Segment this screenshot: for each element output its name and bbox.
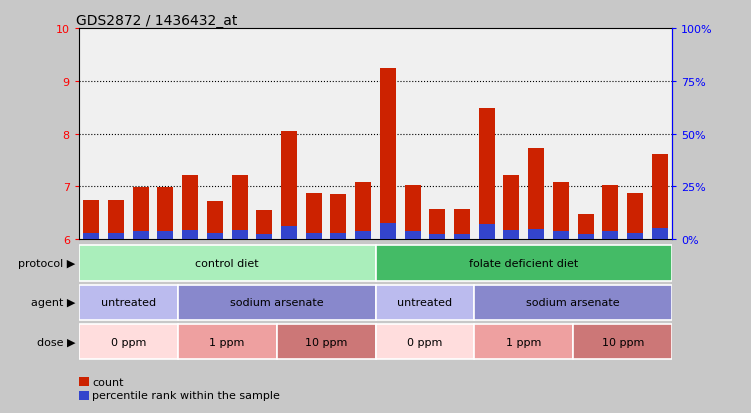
Bar bbox=[306, 233, 321, 240]
Bar bbox=[503, 175, 520, 240]
Bar bbox=[182, 175, 198, 240]
Bar bbox=[330, 233, 346, 240]
Bar bbox=[276, 324, 376, 359]
Bar bbox=[158, 188, 173, 240]
Text: 1 ppm: 1 ppm bbox=[506, 337, 541, 347]
Text: sodium arsenate: sodium arsenate bbox=[230, 297, 324, 308]
Bar bbox=[454, 234, 470, 240]
Bar bbox=[79, 285, 178, 320]
Bar bbox=[207, 202, 223, 240]
Bar bbox=[475, 285, 672, 320]
Text: 10 ppm: 10 ppm bbox=[305, 337, 347, 347]
Text: count: count bbox=[92, 377, 124, 387]
Bar bbox=[207, 233, 223, 240]
Bar bbox=[330, 195, 346, 240]
Bar bbox=[478, 109, 495, 240]
Bar bbox=[376, 324, 475, 359]
Bar bbox=[79, 324, 178, 359]
Text: untreated: untreated bbox=[101, 297, 156, 308]
Bar bbox=[475, 324, 573, 359]
Bar bbox=[553, 232, 569, 240]
Text: folate deficient diet: folate deficient diet bbox=[469, 258, 578, 268]
Text: 0 ppm: 0 ppm bbox=[110, 337, 146, 347]
Bar bbox=[306, 193, 321, 240]
Bar bbox=[380, 69, 396, 240]
Bar bbox=[281, 226, 297, 240]
Text: protocol ▶: protocol ▶ bbox=[18, 258, 75, 268]
Bar bbox=[355, 183, 371, 240]
Bar bbox=[178, 285, 376, 320]
Bar bbox=[573, 324, 672, 359]
Bar bbox=[281, 132, 297, 240]
Bar bbox=[602, 232, 618, 240]
Bar bbox=[528, 149, 544, 240]
Text: 1 ppm: 1 ppm bbox=[210, 337, 245, 347]
Bar bbox=[231, 230, 248, 240]
Bar bbox=[553, 183, 569, 240]
Bar bbox=[454, 209, 470, 240]
Text: percentile rank within the sample: percentile rank within the sample bbox=[92, 390, 280, 400]
Text: 10 ppm: 10 ppm bbox=[602, 337, 644, 347]
Bar bbox=[231, 175, 248, 240]
Text: GDS2872 / 1436432_at: GDS2872 / 1436432_at bbox=[76, 14, 237, 28]
Bar bbox=[355, 232, 371, 240]
Bar bbox=[256, 211, 273, 240]
Bar bbox=[376, 285, 475, 320]
Text: agent ▶: agent ▶ bbox=[31, 297, 75, 308]
Bar bbox=[627, 193, 643, 240]
Bar bbox=[430, 209, 445, 240]
Bar bbox=[133, 188, 149, 240]
Bar bbox=[503, 230, 520, 240]
Bar bbox=[528, 229, 544, 240]
Bar bbox=[405, 186, 421, 240]
Bar bbox=[652, 154, 668, 240]
Bar bbox=[79, 246, 376, 281]
Bar bbox=[108, 233, 124, 240]
Bar bbox=[478, 225, 495, 240]
Bar bbox=[182, 230, 198, 240]
Bar bbox=[256, 234, 273, 240]
Text: sodium arsenate: sodium arsenate bbox=[526, 297, 620, 308]
Bar bbox=[108, 200, 124, 240]
Bar bbox=[652, 228, 668, 240]
Bar bbox=[133, 232, 149, 240]
Text: 0 ppm: 0 ppm bbox=[407, 337, 442, 347]
Text: dose ▶: dose ▶ bbox=[37, 337, 75, 347]
Bar bbox=[83, 233, 99, 240]
Text: untreated: untreated bbox=[397, 297, 453, 308]
Bar bbox=[376, 246, 672, 281]
Bar bbox=[380, 224, 396, 240]
Bar bbox=[178, 324, 276, 359]
Bar bbox=[430, 234, 445, 240]
Bar bbox=[578, 234, 593, 240]
Bar bbox=[602, 186, 618, 240]
Bar bbox=[627, 233, 643, 240]
Bar bbox=[83, 200, 99, 240]
Text: control diet: control diet bbox=[195, 258, 259, 268]
Bar bbox=[578, 214, 593, 240]
Bar bbox=[405, 232, 421, 240]
Bar bbox=[158, 232, 173, 240]
